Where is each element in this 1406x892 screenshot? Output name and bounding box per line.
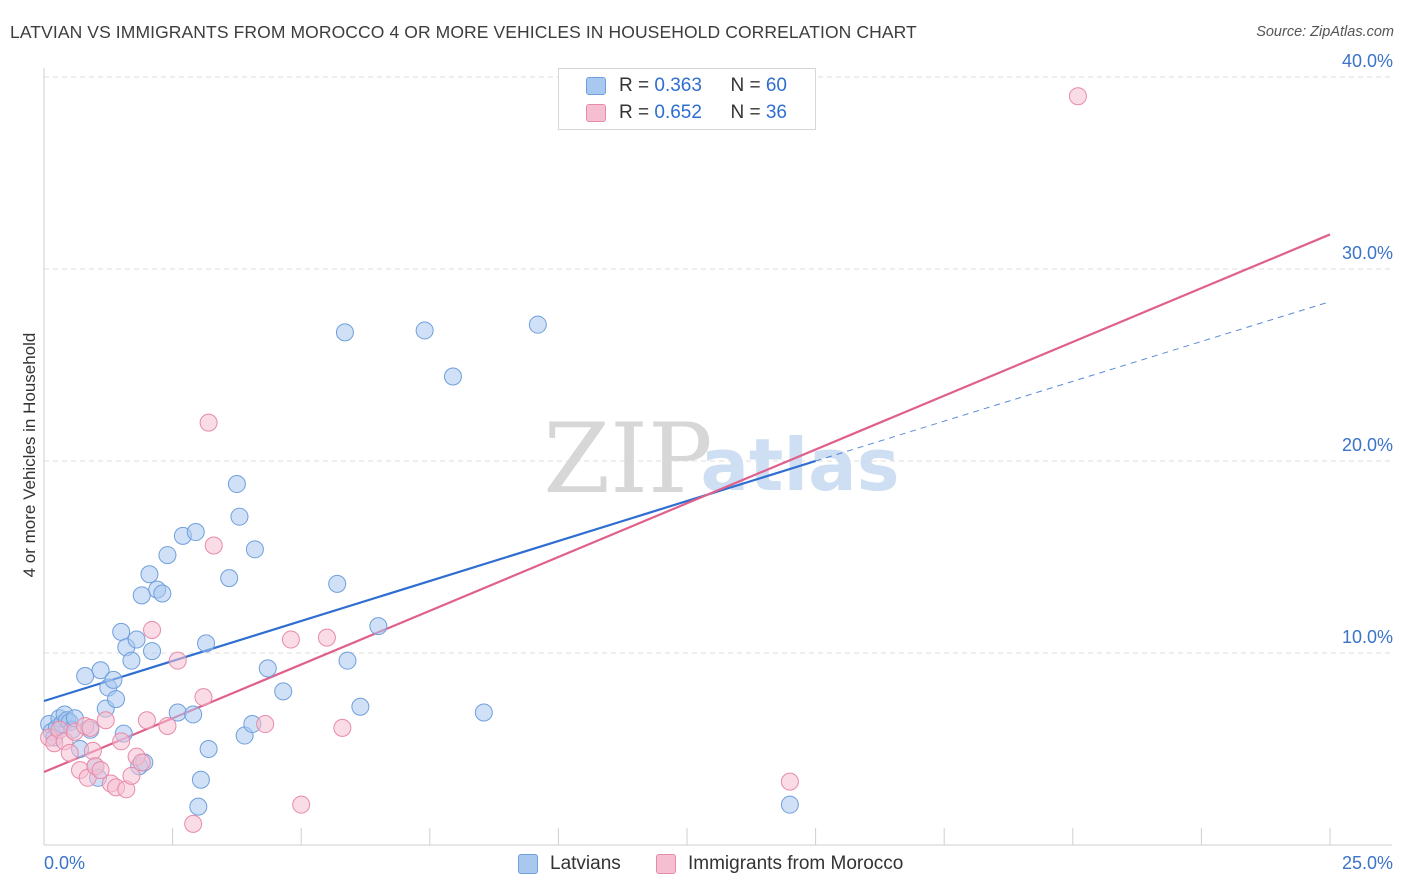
point-latvians xyxy=(127,630,146,649)
watermark: ZIP atlas xyxy=(543,403,899,515)
axes xyxy=(43,68,1392,846)
latvians-swatch xyxy=(586,77,606,95)
point-latvians xyxy=(112,622,131,641)
n-label: N = xyxy=(730,75,766,96)
point-latvians xyxy=(91,661,110,680)
trend-line-morocco xyxy=(43,233,1331,774)
chart-title: LATVIAN VS IMMIGRANTS FROM MOROCCO 4 OR … xyxy=(10,22,917,42)
point-latvians xyxy=(245,540,264,559)
point-morocco xyxy=(292,795,311,814)
point-morocco xyxy=(112,732,131,751)
point-latvians xyxy=(143,642,162,661)
r-value-morocco: 0.652 xyxy=(654,102,702,123)
y-axis-label: 4 or more Vehicles in Household xyxy=(20,332,39,578)
legend-swatch-latvians xyxy=(518,854,538,874)
point-latvians xyxy=(158,546,177,565)
point-latvians xyxy=(191,770,210,789)
watermark-zip: ZIP xyxy=(543,403,712,515)
y-tick-label: 10.0% xyxy=(1342,627,1393,647)
y-tick-label: 40.0% xyxy=(1342,51,1393,71)
point-latvians xyxy=(186,523,205,542)
point-morocco xyxy=(194,688,213,707)
morocco-swatch xyxy=(586,104,606,122)
r-value-latvians: 0.363 xyxy=(654,75,702,96)
legend-label-morocco: Immigrants from Morocco xyxy=(688,853,904,874)
point-morocco xyxy=(122,766,141,785)
y-tick-label: 20.0% xyxy=(1342,435,1393,455)
point-latvians xyxy=(140,565,159,584)
point-morocco xyxy=(204,536,223,555)
r-label: R = xyxy=(619,75,655,96)
legend-swatch-morocco xyxy=(656,854,676,874)
point-latvians xyxy=(184,705,203,724)
point-latvians xyxy=(227,475,246,494)
point-latvians xyxy=(199,740,218,758)
correlation-stats-box: R = 0.363 N = 60 R = 0.652 N = 36 xyxy=(558,68,816,130)
point-morocco xyxy=(81,718,100,737)
point-latvians xyxy=(328,574,347,593)
point-morocco xyxy=(83,741,102,760)
point-latvians xyxy=(76,667,95,686)
point-latvians xyxy=(220,569,239,588)
point-latvians xyxy=(104,670,123,689)
n-label: N = xyxy=(730,102,766,123)
point-morocco xyxy=(333,718,352,737)
point-latvians xyxy=(474,703,493,722)
point-morocco xyxy=(137,711,156,730)
point-morocco xyxy=(96,711,115,730)
point-latvians xyxy=(780,795,799,814)
point-morocco xyxy=(281,630,300,649)
point-morocco xyxy=(1068,87,1087,106)
tick-labels: 10.0% 20.0% 30.0% 40.0% 0.0% 25.0% xyxy=(44,51,1393,873)
point-morocco xyxy=(184,814,203,833)
source-label: Source: ZipAtlas.com xyxy=(1256,24,1394,40)
point-morocco xyxy=(199,413,218,432)
point-latvians xyxy=(369,617,388,636)
r-label: R = xyxy=(619,102,655,123)
point-morocco xyxy=(143,620,162,639)
point-latvians xyxy=(274,682,293,701)
point-morocco xyxy=(317,628,336,647)
chart-legend: Latvians Immigrants from Morocco xyxy=(0,851,1406,879)
data-points xyxy=(40,87,1087,833)
gridlines xyxy=(44,76,1392,654)
x-tick-label-max: 25.0% xyxy=(1342,853,1393,873)
point-latvians xyxy=(443,367,462,386)
point-latvians xyxy=(197,634,216,653)
point-morocco xyxy=(256,715,275,734)
n-value-latvians: 60 xyxy=(765,75,787,96)
legend-label-latvians: Latvians xyxy=(550,853,621,874)
point-latvians xyxy=(415,321,434,340)
point-latvians xyxy=(351,697,370,716)
trend-lines xyxy=(43,233,1331,774)
point-latvians xyxy=(335,323,354,342)
point-latvians xyxy=(258,659,277,678)
point-latvians xyxy=(107,690,126,709)
point-latvians xyxy=(153,584,172,603)
point-morocco xyxy=(132,753,151,772)
trend-line-latvians-extension xyxy=(815,301,1331,462)
point-latvians xyxy=(230,507,249,526)
x-tick-label-min: 0.0% xyxy=(44,853,85,873)
point-latvians xyxy=(528,315,547,334)
y-tick-label: 30.0% xyxy=(1342,243,1393,263)
n-value-morocco: 36 xyxy=(765,102,787,123)
point-morocco xyxy=(60,743,79,762)
point-latvians xyxy=(132,586,151,605)
point-morocco xyxy=(780,772,799,791)
point-morocco xyxy=(168,651,187,670)
point-latvians xyxy=(189,797,208,816)
point-latvians xyxy=(338,651,357,670)
point-latvians xyxy=(122,651,141,670)
point-morocco xyxy=(158,716,177,735)
point-morocco xyxy=(91,761,110,780)
